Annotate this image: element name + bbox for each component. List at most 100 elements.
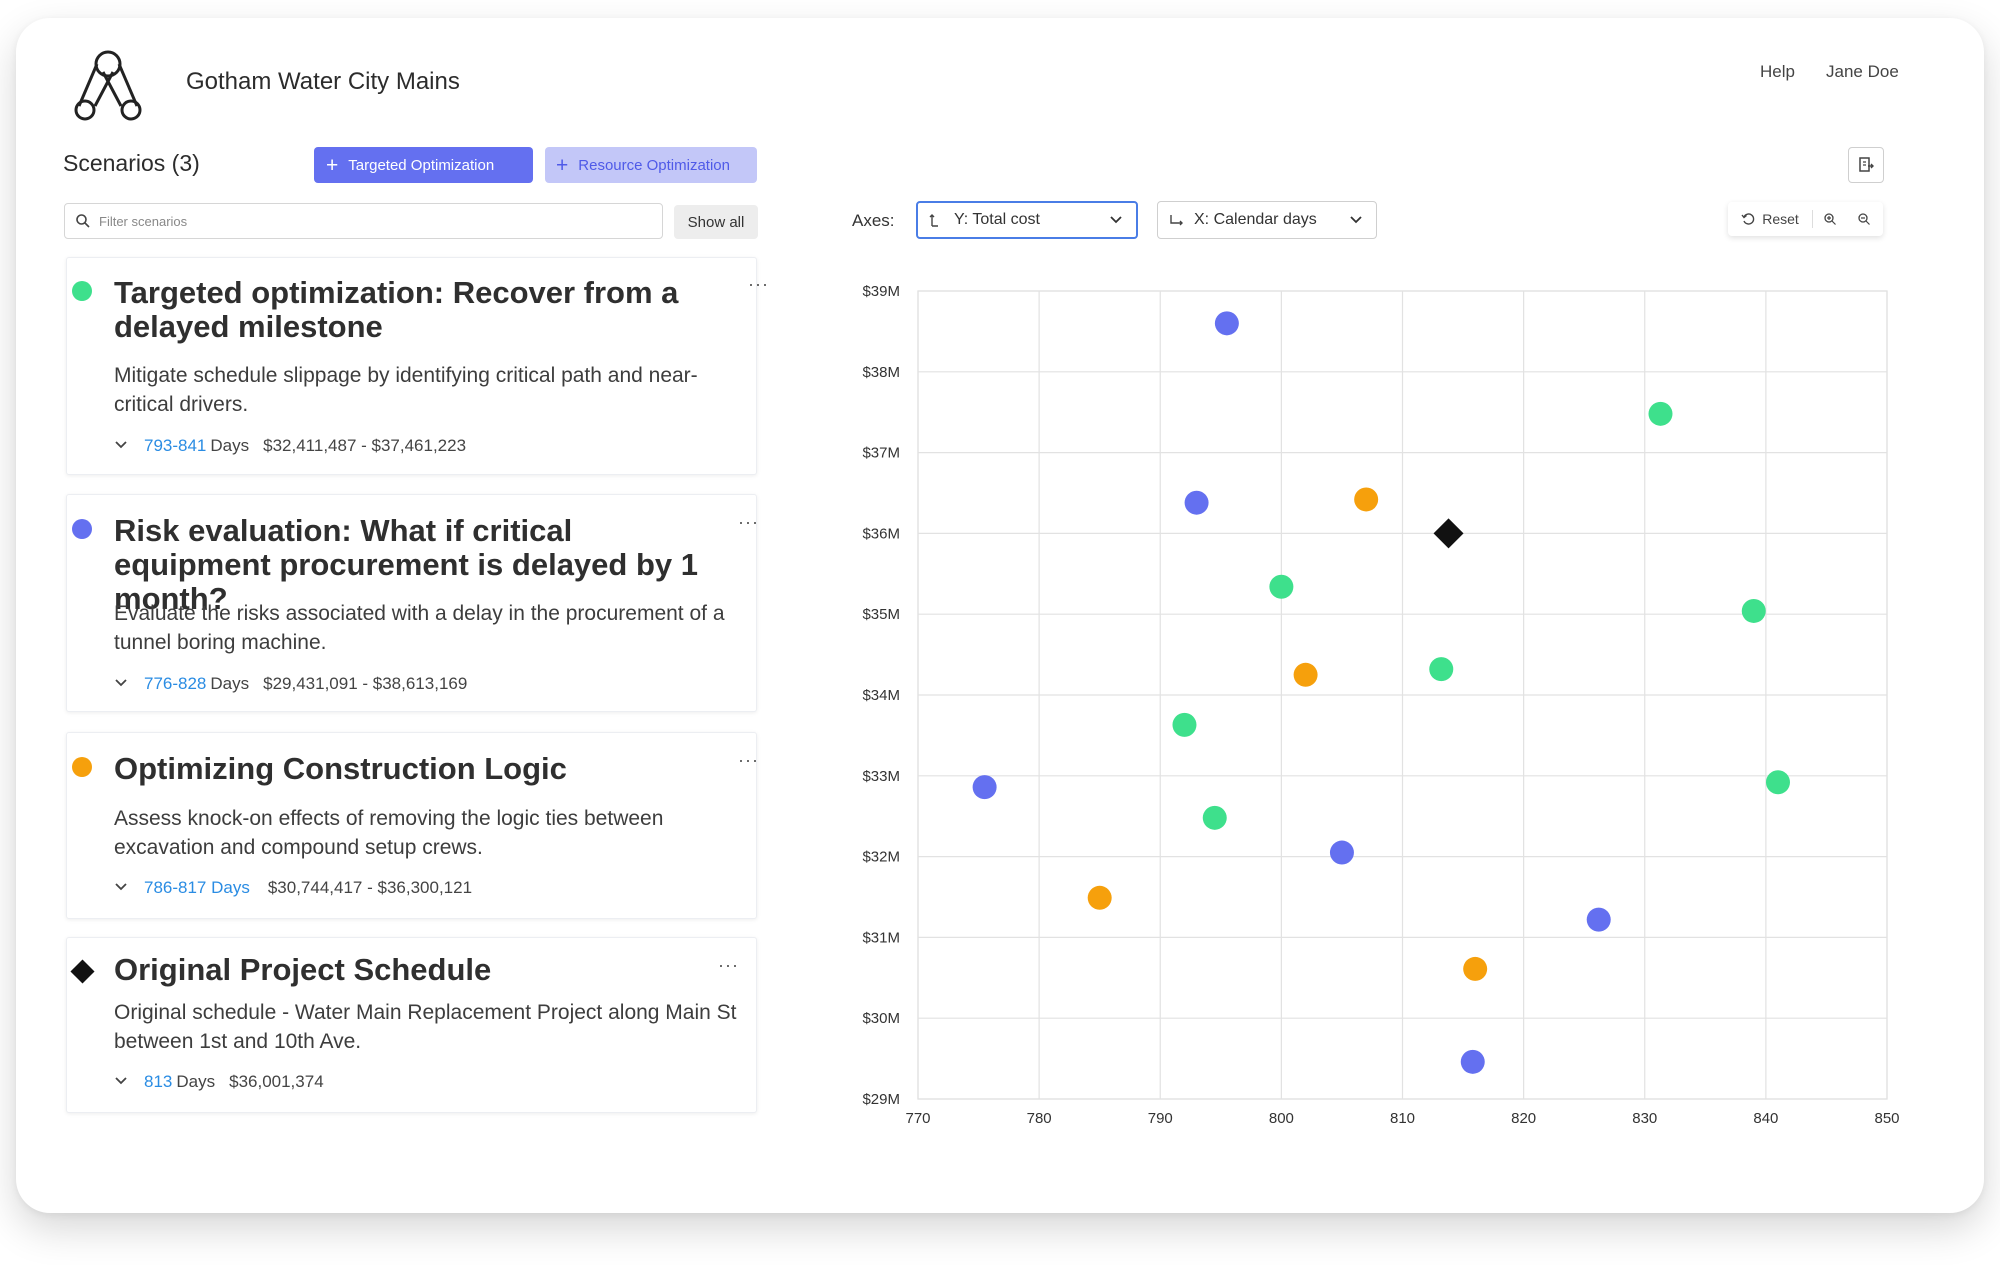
days-range-link[interactable]: 813 [144, 1072, 173, 1091]
y-tick-label: $31M [862, 929, 900, 946]
x-axis-icon [1170, 215, 1183, 226]
search-icon [76, 214, 90, 228]
scenario-card[interactable] [66, 494, 757, 712]
data-point [1648, 401, 1673, 426]
y-tick-label: $39M [862, 283, 900, 300]
scenario-meta: 793-841 Days $32,411,487 - $37,461,223 [114, 436, 466, 456]
x-tick-label: 770 [905, 1110, 930, 1127]
chevron-down-icon[interactable] [114, 880, 128, 894]
days-label: Days [176, 1072, 216, 1091]
x-tick-label: 780 [1027, 1110, 1052, 1127]
x-tick-label: 820 [1511, 1110, 1536, 1127]
data-point [1293, 662, 1318, 687]
data-point [1087, 885, 1112, 910]
axes-label: Axes: [852, 211, 895, 230]
app-logo [74, 50, 142, 121]
chevron-down-icon[interactable] [114, 676, 128, 690]
y-axis-select-value: Y: Total cost [954, 211, 1040, 228]
scatter-chart[interactable]: 770 780 790 800 810 820 830 840 850 $29M $30M $31M $… [840, 270, 1920, 1130]
data-point [1429, 657, 1454, 682]
y-axis-icon [929, 214, 938, 227]
data-point [1329, 840, 1354, 865]
scenario-color-marker [72, 519, 92, 539]
export-icon [1859, 157, 1874, 172]
x-axis-select-value: X: Calendar days [1194, 211, 1317, 228]
zoom-in-icon [1824, 213, 1836, 225]
scenario-description: Mitigate schedule slippage by identifyin… [114, 364, 698, 416]
y-tick-label: $35M [862, 606, 900, 623]
app-title: Gotham Water City Mains [186, 68, 460, 95]
cost-range: $32,411,487 - $37,461,223 [263, 436, 467, 455]
reset-label: Reset [1762, 211, 1799, 227]
data-point [1172, 712, 1197, 737]
more-options-icon[interactable]: ··· [748, 274, 769, 294]
cost-range: $30,744,417 - $36,300,121 [267, 878, 473, 897]
y-tick-label: $36M [862, 525, 900, 542]
data-point [972, 775, 997, 800]
filter-scenarios-input[interactable] [99, 213, 639, 229]
data-point [1460, 1049, 1485, 1074]
x-tick-label: 790 [1148, 1110, 1173, 1127]
days-range-link[interactable]: 793-841 [144, 436, 207, 455]
help-link[interactable]: Help [1760, 62, 1795, 81]
show-all-button[interactable]: Show all [674, 205, 758, 239]
chevron-down-icon[interactable] [114, 1074, 128, 1088]
x-tick-label: 800 [1269, 1110, 1294, 1127]
resource-optimization-button[interactable]: + Resource Optimization [545, 147, 757, 183]
chevron-down-icon [1350, 216, 1362, 224]
more-options-icon[interactable]: ··· [738, 512, 759, 532]
reset-button[interactable]: Reset [1728, 202, 1812, 236]
data-point [1202, 805, 1227, 830]
data-point [1741, 598, 1766, 623]
scenario-title: Risk evaluation: What if critical equipm… [114, 513, 698, 616]
data-point [1269, 574, 1294, 599]
y-axis-select[interactable]: Y: Total cost [916, 201, 1138, 239]
cost-range: $29,431,091 - $38,613,169 [263, 674, 468, 693]
more-options-icon[interactable]: ··· [738, 750, 759, 770]
scenarios-title: Scenarios (3) [63, 150, 200, 176]
data-point-diamond [1433, 518, 1464, 549]
chevron-down-icon[interactable] [114, 438, 128, 452]
x-tick-label: 810 [1390, 1110, 1415, 1127]
zoom-controls: Reset [1728, 202, 1883, 236]
scenario-title: Optimizing Construction Logic [114, 751, 567, 786]
scenario-meta: 786-817 Days $30,744,417 - $36,300,121 [114, 878, 472, 898]
y-tick-label: $29M [862, 1091, 900, 1108]
scenario-card[interactable] [66, 257, 757, 475]
scenario-card[interactable] [66, 937, 757, 1113]
scenario-color-marker [72, 281, 92, 301]
days-range-link[interactable]: 776-828 [144, 674, 207, 693]
more-options-icon[interactable]: ··· [718, 955, 739, 975]
filter-box [64, 203, 663, 239]
zoom-out-button[interactable] [1847, 202, 1881, 236]
cost-range: $36,001,374 [229, 1072, 324, 1091]
y-tick-label: $32M [862, 849, 900, 866]
scenario-title: Targeted optimization: Recover from a de… [114, 275, 679, 344]
data-point [1586, 907, 1611, 932]
y-tick-label: $38M [862, 364, 900, 381]
x-tick-label: 830 [1632, 1110, 1657, 1127]
scenario-meta: 813 Days $36,001,374 [114, 1072, 324, 1092]
scenario-description: Original schedule - Water Main Replaceme… [114, 1001, 737, 1053]
scenario-title: Original Project Schedule [114, 952, 492, 987]
zoom-out-icon [1858, 213, 1870, 225]
data-point [1214, 311, 1239, 336]
x-axis-select[interactable]: X: Calendar days [1157, 201, 1377, 239]
scenario-description: Evaluate the risks associated with a del… [114, 602, 725, 654]
user-menu[interactable]: Jane Doe [1826, 62, 1899, 81]
data-point [1184, 490, 1209, 515]
plus-icon: + [556, 153, 569, 177]
y-tick-label: $30M [862, 1010, 900, 1027]
scenario-card[interactable] [66, 732, 757, 919]
export-button[interactable] [1848, 147, 1884, 183]
data-point [1765, 770, 1790, 795]
scenario-color-marker [72, 757, 92, 777]
reset-icon [1741, 213, 1755, 225]
x-tick-label: 840 [1753, 1110, 1778, 1127]
resource-optimization-label: Resource Optimization [578, 156, 730, 174]
zoom-in-button[interactable] [1813, 202, 1847, 236]
targeted-optimization-button[interactable]: + Targeted Optimization [314, 147, 533, 183]
days-label: Days [210, 674, 250, 693]
days-range-link[interactable]: 786-817 Days [144, 878, 250, 897]
scenario-description: Assess knock-on effects of removing the … [114, 807, 664, 859]
